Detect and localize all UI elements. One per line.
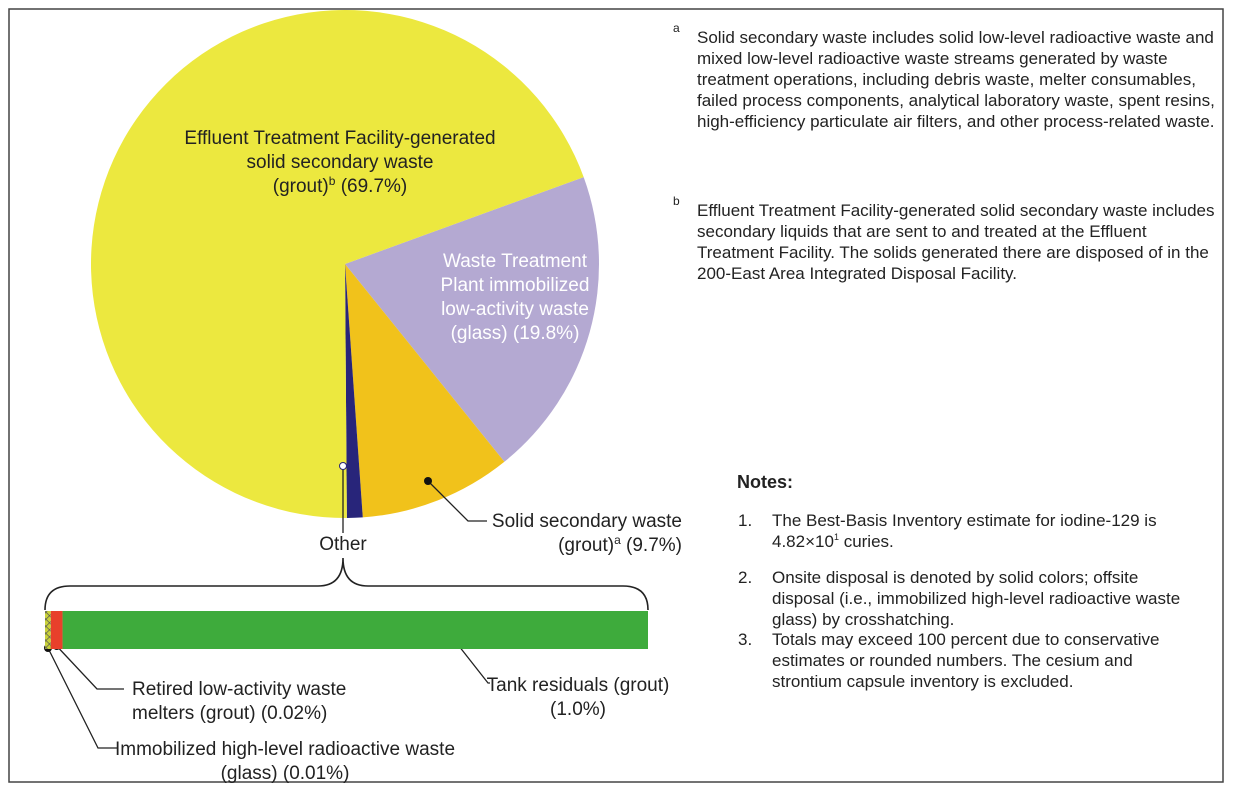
footnote-text: Effluent Treatment Facility-generated so… <box>697 201 1215 283</box>
label-line: Retired low-activity waste <box>132 678 432 702</box>
note-superscript: 1 <box>833 532 839 542</box>
footnote-mark: b <box>673 194 680 208</box>
label-line: Tank residuals (grout) <box>478 674 678 698</box>
label-text: Plant immobilized <box>440 275 590 296</box>
slice-label: Immobilized high-level radioactive waste… <box>100 738 470 786</box>
label-line: solid secondary waste <box>140 151 540 175</box>
leader <box>427 480 487 522</box>
note-body: curies. <box>843 532 894 551</box>
bar-segment <box>45 611 51 649</box>
footnote-mark: a <box>673 21 680 35</box>
notes-heading: Notes: <box>737 472 794 492</box>
footnote-mark: b <box>328 174 336 188</box>
label-text: solid secondary waste <box>246 152 434 173</box>
label-text: (grout) <box>272 176 329 197</box>
slice-label: Solid secondary waste (grout)a (9.7%) <box>480 510 682 558</box>
value-label: (19.8%) <box>512 323 580 344</box>
slice-label: Tank residuals (grout) (1.0%) <box>478 674 678 722</box>
leader <box>56 645 124 690</box>
label-text: Immobilized high-level radioactive waste <box>114 739 456 760</box>
slice-label: Waste Treatment Plant immobilized low-acti… <box>435 250 595 346</box>
label-line: Waste Treatment <box>435 250 595 274</box>
label-line: (glass) (0.01%) <box>100 762 470 786</box>
slice-label: Effluent Treatment Facility-generated sol… <box>140 127 540 199</box>
label-text: Waste Treatment <box>443 251 587 272</box>
label-line: Solid secondary waste <box>480 510 682 534</box>
value-label: (0.02%) <box>260 703 328 724</box>
brace <box>44 557 649 611</box>
note-text: Totals may exceed 100 percent due to con… <box>772 629 1202 692</box>
label-text: Effluent Treatment Facility-generated <box>184 128 496 149</box>
pie-slice <box>345 264 363 518</box>
label-line: melters (grout) (0.02%) <box>132 702 432 726</box>
label-text: melters (grout) <box>132 703 256 724</box>
label-line: Plant immobilized <box>435 274 595 298</box>
pie <box>91 10 599 518</box>
label-line: (grout)b (69.7%) <box>140 175 540 199</box>
slice-label: Other <box>293 533 393 557</box>
label-text: (grout) <box>558 535 615 556</box>
pie-slice <box>345 264 505 518</box>
value-label: (1.0%) <box>550 699 606 720</box>
label-line: Other <box>293 533 393 557</box>
pie-slice <box>91 10 584 518</box>
note-number: 2. <box>738 568 753 587</box>
pie-slice <box>345 177 599 462</box>
label-line: (grout)a (9.7%) <box>480 534 682 558</box>
label-text: low-activity waste <box>441 299 589 320</box>
bar-segment <box>50 611 63 649</box>
footnote-text: Solid secondary waste includes solid low… <box>697 28 1215 131</box>
frame <box>8 8 1224 783</box>
label-line: Effluent Treatment Facility-generated <box>140 127 540 151</box>
label-text: Retired low-activity waste <box>132 679 347 700</box>
leader-dot <box>424 477 432 485</box>
label-text: (glass) <box>220 763 278 784</box>
note-text: Onsite disposal is denoted by solid colo… <box>772 567 1202 630</box>
label-line: Immobilized high-level radioactive waste <box>100 738 470 762</box>
note-body: Onsite disposal is denoted by solid colo… <box>772 568 1181 629</box>
label-line: low-activity waste <box>435 298 595 322</box>
slice-label: Retired low-activity waste melters (grout… <box>132 678 432 726</box>
value-label: (69.7%) <box>340 176 408 197</box>
leader <box>454 640 490 684</box>
note-text: The Best-Basis Inventory estimate for io… <box>772 510 1202 552</box>
note-body: Totals may exceed 100 percent due to con… <box>772 630 1160 691</box>
label-line: (glass) (19.8%) <box>435 322 595 346</box>
note-number: 3. <box>738 630 753 649</box>
bar-segment <box>62 611 648 649</box>
note-body: The Best-Basis Inventory estimate for io… <box>772 511 1157 551</box>
label-text: Other <box>319 534 367 555</box>
footnote-mark: a <box>614 533 621 547</box>
label-text: Tank residuals (grout) <box>486 675 670 696</box>
value-label: (9.7%) <box>626 535 682 556</box>
label-text: Solid secondary waste <box>491 511 682 532</box>
note-number: 1. <box>738 511 753 530</box>
label-text: (glass) <box>450 323 508 344</box>
value-label: (0.01%) <box>282 763 350 784</box>
leader-dot <box>339 462 347 470</box>
leader <box>47 647 117 749</box>
